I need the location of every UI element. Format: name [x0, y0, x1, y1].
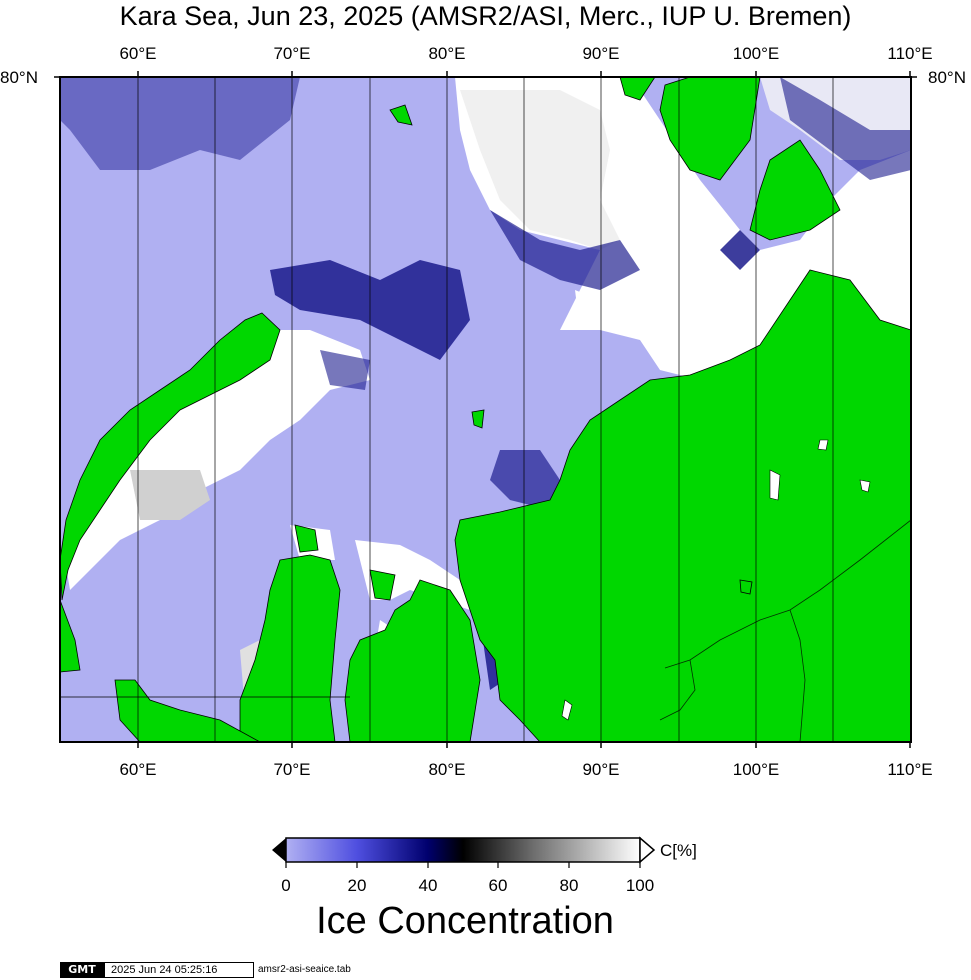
lat-tick-left: 80°N [0, 68, 38, 87]
colorbar-tick-60: 60 [488, 876, 508, 895]
gmt-filename: amsr2-asi-seaice.tab [258, 964, 351, 975]
lon-tick-top-110: 110°E [887, 44, 933, 63]
lon-tick-top-60: 60°E [119, 44, 157, 63]
lon-tick-top-100: 100°E [732, 44, 780, 63]
lon-tick-top-80: 80°E [428, 44, 466, 63]
colorbar-tick-0: 0 [281, 876, 291, 895]
colorbar-unit: C[%] [660, 841, 697, 860]
colorbar-tick-100: 100 [625, 876, 655, 895]
colorbar [272, 836, 656, 868]
lon-tick-top-90: 90°E [582, 44, 620, 63]
colorbar-over-triangle [639, 836, 656, 864]
frame-ticks [54, 71, 917, 748]
land-lakes [561, 439, 871, 721]
lon-tick-bottom-80: 80°E [428, 760, 466, 779]
rivers [659, 519, 911, 742]
novaya-zemlya [60, 312, 281, 601]
lat-tick-right: 80°N [928, 68, 966, 87]
lon-tick-bottom-110: 110°E [887, 760, 933, 779]
severnaya-zemlya [659, 77, 761, 181]
taymyr-mainland [454, 269, 911, 742]
colorbar-tick-20: 20 [347, 876, 367, 895]
lon-tick-bottom-100: 100°E [732, 760, 780, 779]
yamal-peninsula [239, 554, 341, 742]
land-masses [60, 77, 911, 742]
graticule [60, 77, 834, 742]
lon-tick-top-70: 70°E [273, 44, 311, 63]
colorbar-under-triangle [272, 838, 286, 862]
colorbar-title: Ice Concentration [316, 900, 614, 942]
gmt-timestamp: 2025 Jun 24 05:25:16 [104, 962, 254, 978]
map-title: Kara Sea, Jun 23, 2025 (AMSR2/ASI, Merc.… [119, 1, 852, 31]
colorbar-tick-80: 80 [559, 876, 579, 895]
colorbar-tick-40: 40 [418, 876, 438, 895]
lon-tick-bottom-90: 90°E [582, 760, 620, 779]
colorbar-ramp [285, 837, 641, 863]
lon-tick-bottom-60: 60°E [119, 760, 157, 779]
gmt-logo: GMT [60, 962, 104, 978]
map-frame [59, 76, 912, 743]
lon-tick-bottom-70: 70°E [273, 760, 311, 779]
